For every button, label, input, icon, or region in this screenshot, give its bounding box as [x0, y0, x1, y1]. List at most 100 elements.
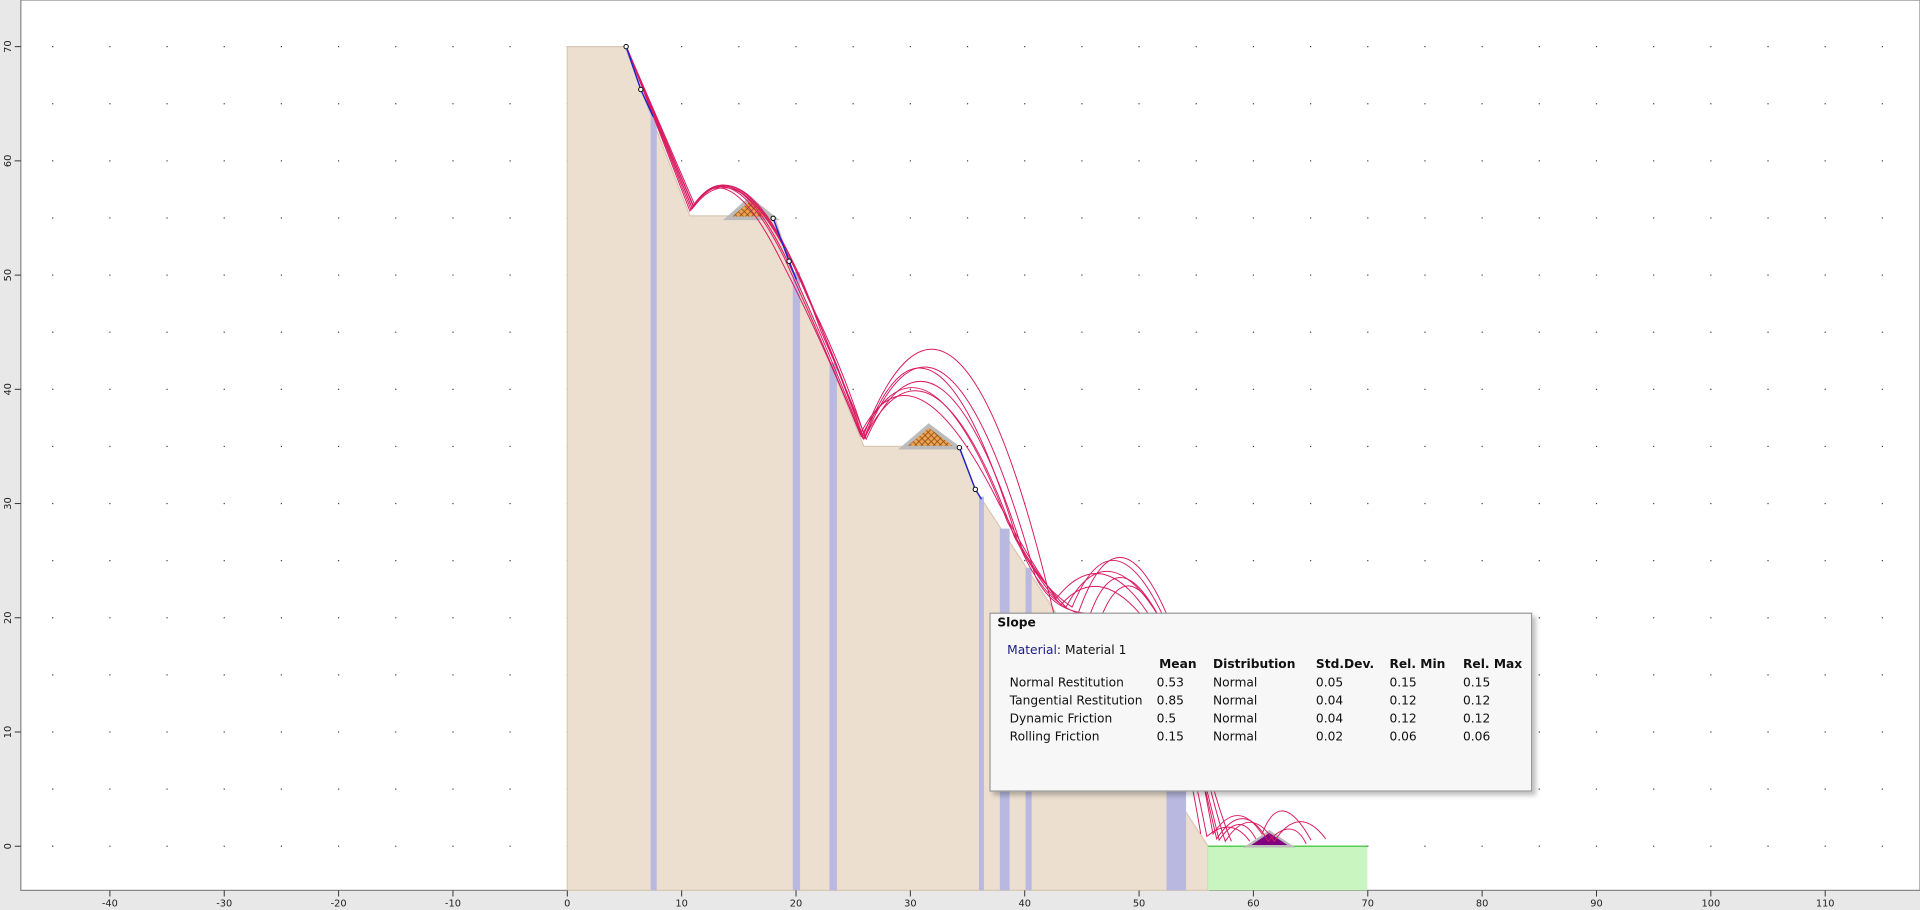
grid-dot [223, 788, 225, 790]
grid-dot [1481, 160, 1483, 162]
grid-dot [1538, 46, 1540, 48]
grid-dot [1653, 788, 1655, 790]
grid-dot [395, 46, 397, 48]
grid-dot [1309, 217, 1312, 219]
vertex[interactable] [972, 486, 979, 493]
grid-dot [1881, 617, 1883, 619]
grid-dot [452, 674, 454, 676]
grid-dot [1195, 103, 1197, 105]
grid-dot [1424, 502, 1426, 505]
grid-dot [1481, 502, 1483, 505]
grid-dot [52, 502, 54, 505]
grid-dot [166, 502, 168, 505]
grid-dot [109, 160, 111, 162]
grid-dot [1367, 46, 1369, 48]
grid-dot [337, 103, 340, 105]
cell: 0.12 [1389, 694, 1416, 708]
grid-dot [1595, 731, 1598, 733]
grid-dot [223, 46, 225, 48]
grid-dot [166, 103, 168, 105]
grid-dot [52, 103, 54, 105]
grid-dot [1195, 160, 1197, 162]
grid-dot [1653, 445, 1655, 448]
grid-dot [1710, 46, 1712, 48]
grid-dot [280, 445, 283, 448]
material-label: Material: [1007, 642, 1061, 656]
grid-dot [1767, 388, 1769, 390]
grid-dot [1710, 331, 1712, 333]
grid-dot [109, 46, 111, 48]
grid-dot [52, 617, 54, 619]
grid-dot [1367, 388, 1369, 390]
grid-dot [1881, 502, 1883, 505]
x-tick-label: 40 [1018, 898, 1030, 909]
grid-dot [1538, 731, 1540, 733]
grid-dot [166, 560, 168, 562]
grid-dot [1710, 731, 1712, 733]
grid-dot [1538, 103, 1540, 105]
grid-dot [1424, 388, 1426, 390]
grid-dot [166, 845, 168, 847]
vertex[interactable] [956, 444, 963, 451]
grid-dot [337, 788, 340, 790]
grid-dot [1653, 560, 1655, 562]
grid-dot [1710, 502, 1712, 505]
grid-dot [681, 46, 683, 48]
grid-dot [1881, 388, 1883, 390]
grid-dot [337, 445, 340, 448]
vertex[interactable] [786, 258, 792, 264]
grid-dot [223, 274, 225, 276]
grid-dot [109, 845, 111, 847]
grid-dot [1024, 217, 1026, 219]
grid-dot [109, 331, 111, 333]
grid-dot [166, 388, 168, 390]
grid-dot [966, 217, 969, 219]
material: Material: Material 1 [1007, 642, 1126, 656]
x-tick-label: 20 [790, 898, 802, 909]
grid-dot [1424, 560, 1426, 562]
grid-dot [1824, 217, 1826, 219]
barrier [829, 363, 837, 891]
grid-dot [909, 103, 911, 105]
grid-dot [52, 731, 54, 733]
grid-dot [1824, 388, 1826, 390]
grid-dot [1309, 46, 1312, 48]
grid-dot [166, 445, 168, 448]
grid-dot [1538, 274, 1540, 276]
grid-dot [1138, 160, 1140, 162]
grid-dot [452, 331, 454, 333]
y-tick-label: 10 [3, 726, 14, 738]
grid-dot [452, 445, 454, 448]
vertex[interactable] [623, 43, 629, 50]
material-value: Material 1 [1065, 642, 1126, 656]
grid-dot [1824, 731, 1826, 733]
grid-dot [795, 217, 797, 219]
grid-dot [1653, 274, 1655, 276]
barrier [978, 496, 984, 891]
grid-dot [1138, 103, 1140, 105]
grid-dot [1595, 274, 1598, 276]
grid-dot [1767, 46, 1769, 48]
grid-dot [1881, 274, 1883, 276]
grid-dot [1595, 103, 1598, 105]
grid-dot [1767, 160, 1769, 162]
grid-dot [452, 46, 454, 48]
grid-dot [280, 617, 283, 619]
grid-dot [395, 217, 397, 219]
grid-dot [966, 331, 969, 333]
grid-dot [1767, 845, 1769, 847]
grid-dot [509, 617, 511, 619]
x-tick-label: 90 [1590, 898, 1602, 909]
grid-dot [1081, 445, 1083, 448]
x-tick-label: 110 [1816, 898, 1835, 909]
vertex[interactable] [638, 86, 644, 93]
grid-dot [1653, 502, 1655, 505]
grid-dot [1538, 560, 1540, 562]
grid-dot [1195, 445, 1197, 448]
grid-dot [1138, 274, 1140, 276]
grid-dot [280, 160, 283, 162]
grid-dot [166, 731, 168, 733]
vertex[interactable] [770, 215, 776, 221]
grid-dot [223, 445, 225, 448]
grid-dot [452, 731, 454, 733]
